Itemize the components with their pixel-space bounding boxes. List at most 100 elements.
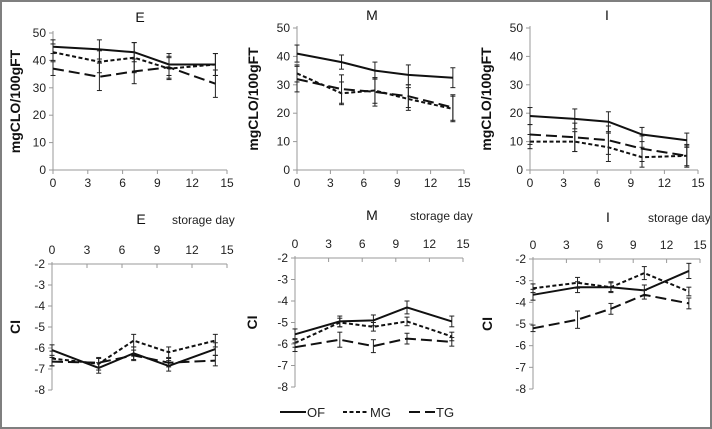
x-tick-label: 9 [627, 176, 634, 190]
x-tick-label: 6 [119, 176, 126, 190]
x-tick-label: 0 [530, 238, 537, 252]
x-tick-label: 9 [154, 176, 161, 190]
series-tg [49, 349, 218, 368]
x-tick-label: 0 [292, 237, 299, 251]
y-axis-title: mgCLO/100gFT [245, 47, 261, 151]
y-axis-title: CI [7, 320, 23, 334]
y-tick-label: 40 [510, 49, 524, 63]
series-line-mg [294, 320, 453, 344]
y-tick-label: -6 [34, 341, 45, 355]
series-tg [530, 289, 692, 333]
y-axis-title: CI [244, 316, 260, 330]
legend-label: OF [307, 405, 325, 420]
y-axis-title: mgCLO/100gFT [478, 47, 494, 151]
y-tick-label: -5 [515, 317, 526, 331]
x-tick-label: 6 [596, 238, 603, 252]
y-tick-label: 30 [33, 81, 47, 95]
series-line-tg [529, 133, 687, 157]
legend-item-of: OF [280, 405, 325, 420]
series-mg [292, 316, 455, 348]
y-tick-label: -3 [277, 273, 288, 287]
y-tick-label: -3 [515, 274, 526, 288]
y-tick-label: -6 [515, 339, 526, 353]
x-tick-label: 9 [394, 176, 401, 190]
x-tick-label: 3 [560, 176, 567, 190]
y-tick-label: 40 [277, 49, 291, 63]
x-axis-title: storage day [172, 213, 235, 227]
x-tick-label: 9 [392, 237, 399, 251]
series-line-mg [532, 272, 690, 293]
panel-title: M [366, 7, 378, 23]
y-tick-label: -2 [277, 251, 288, 265]
x-tick-label: 3 [563, 238, 570, 252]
panel-title: E [136, 211, 145, 227]
series-tg [292, 331, 455, 354]
y-tick-label: 0 [39, 163, 46, 177]
series-tg [294, 65, 456, 121]
y-tick-label: -5 [34, 320, 45, 334]
x-tick-label: 9 [154, 243, 161, 257]
y-tick-label: -2 [34, 257, 45, 271]
y-tick-label: 0 [516, 163, 523, 177]
y-tick-label: -8 [515, 382, 526, 396]
y-tick-label: 20 [510, 106, 524, 120]
y-tick-label: 50 [277, 21, 291, 35]
x-tick-label: 15 [691, 176, 705, 190]
y-tick-label: 20 [277, 106, 291, 120]
y-tick-label: -4 [277, 294, 288, 308]
y-tick-label: 10 [33, 136, 47, 150]
x-tick-label: 15 [457, 176, 471, 190]
y-tick-label: -7 [34, 362, 45, 376]
x-tick-label: 12 [424, 176, 438, 190]
series-line-tg [296, 78, 454, 109]
x-tick-label: 6 [359, 237, 366, 251]
x-tick-label: 0 [527, 176, 534, 190]
x-tick-label: 0 [50, 176, 57, 190]
legend-label: TG [436, 405, 454, 420]
x-tick-label: 3 [325, 237, 332, 251]
panel-title: M [366, 207, 378, 223]
legend-label: MG [370, 405, 391, 420]
y-tick-label: 30 [277, 78, 291, 92]
x-tick-label: 12 [423, 237, 437, 251]
y-tick-label: -6 [277, 337, 288, 351]
series-line-of [296, 52, 453, 79]
y-tick-label: -7 [277, 359, 288, 373]
x-tick-label: 12 [186, 176, 200, 190]
y-tick-label: -2 [515, 252, 526, 266]
x-tick-label: 15 [220, 243, 234, 257]
series-of [292, 300, 455, 341]
panel-title: I [606, 209, 610, 225]
x-axis-title: storage day [648, 211, 710, 225]
x-tick-label: 15 [220, 176, 234, 190]
series-line-mg [296, 72, 454, 110]
y-axis-title: mgCLO/100gFT [7, 49, 23, 153]
y-tick-label: -8 [277, 380, 288, 394]
x-tick-label: 3 [327, 176, 334, 190]
y-tick-label: -4 [515, 295, 526, 309]
y-tick-label: 20 [33, 108, 47, 122]
y-tick-label: 50 [510, 21, 524, 35]
x-tick-label: 12 [185, 243, 199, 257]
series-mg [530, 266, 692, 297]
legend: OF MG TG [280, 405, 454, 420]
y-tick-label: 10 [510, 135, 524, 149]
legend-item-tg: TG [409, 405, 454, 420]
panel-title: E [135, 9, 144, 25]
y-tick-label: 10 [277, 135, 291, 149]
y-tick-label: -4 [34, 299, 45, 313]
x-tick-label: 12 [658, 176, 672, 190]
y-tick-label: -8 [34, 383, 45, 397]
series-tg [50, 55, 218, 98]
x-tick-label: 15 [693, 238, 707, 252]
y-tick-label: 50 [33, 26, 47, 40]
x-tick-label: 15 [456, 237, 470, 251]
